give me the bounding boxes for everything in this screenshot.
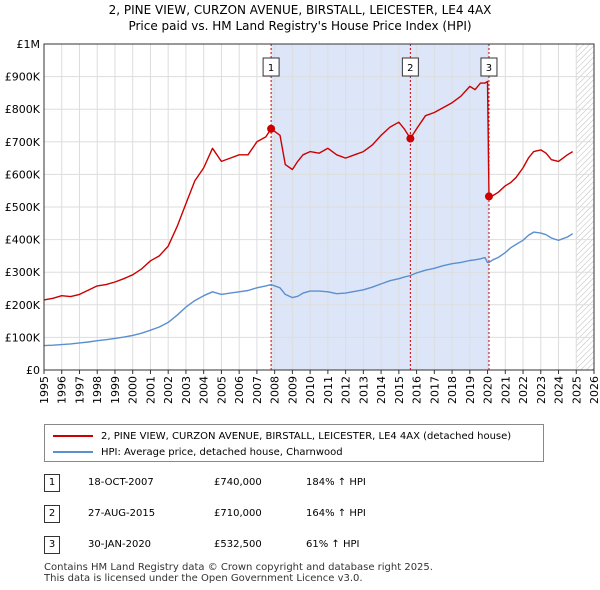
legend-label-hpi: HPI: Average price, detached house, Char… xyxy=(101,446,343,458)
x-tick-label: 2007 xyxy=(251,376,264,404)
y-tick-label: £600K xyxy=(5,168,41,181)
x-tick-label: 1997 xyxy=(73,376,86,404)
y-tick-label: £400K xyxy=(5,234,41,247)
legend-item-price-paid: 2, PINE VIEW, CURZON AVENUE, BIRSTALL, L… xyxy=(53,428,511,444)
transaction-row: 3 30-JAN-2020 £532,500 61% ↑ HPI xyxy=(44,536,564,556)
x-tick-label: 2021 xyxy=(499,376,512,404)
transaction-hpi: 184% ↑ HPI xyxy=(306,477,366,488)
x-tick-label: 1995 xyxy=(38,376,51,404)
y-tick-label: £900K xyxy=(5,71,41,84)
x-tick-label: 2003 xyxy=(180,376,193,404)
x-tick-label: 2022 xyxy=(517,376,530,404)
x-tick-label: 2012 xyxy=(340,376,353,404)
transaction-label-box xyxy=(262,57,280,77)
x-tick-label: 2019 xyxy=(464,376,477,404)
transaction-marker-box: 2 xyxy=(44,505,60,523)
transaction-marker-box: 1 xyxy=(44,474,60,492)
plot-area: £0 £100K £200K £300K £400K £500K £600K £700K £80… xyxy=(5,38,600,404)
transaction-hpi: 164% ↑ HPI xyxy=(306,508,366,519)
y-tick-label: £0 xyxy=(26,364,40,377)
x-tick-label: 2002 xyxy=(162,376,175,404)
x-tick-label: 2017 xyxy=(428,376,441,404)
transaction-hpi: 61% ↑ HPI xyxy=(306,539,360,550)
transaction-label: 1 xyxy=(268,63,274,74)
transaction-point xyxy=(406,134,415,143)
x-tick-label: 2018 xyxy=(446,376,459,404)
x-tick-label: 2014 xyxy=(375,376,388,404)
transaction-price: £532,500 xyxy=(214,539,262,550)
x-tick-label: 2008 xyxy=(269,376,282,404)
transaction-row: 2 27-AUG-2015 £710,000 164% ↑ HPI xyxy=(44,505,564,525)
transaction-label-box xyxy=(480,57,498,77)
chart-title: 2, PINE VIEW, CURZON AVENUE, BIRSTALL, L… xyxy=(109,3,492,17)
hpi-line xyxy=(43,231,574,347)
x-tick-label: 2015 xyxy=(393,376,406,404)
legend: 2, PINE VIEW, CURZON AVENUE, BIRSTALL, L… xyxy=(44,424,544,462)
transaction-date: 18-OCT-2007 xyxy=(88,477,154,488)
x-tick-label: 2011 xyxy=(322,376,335,404)
x-tick-label: 2009 xyxy=(286,376,299,404)
x-tick-label: 2006 xyxy=(233,376,246,404)
footer-licence: This data is licensed under the Open Gov… xyxy=(44,573,363,584)
transaction-point xyxy=(484,192,493,201)
y-tick-label: £500K xyxy=(5,201,41,214)
x-tick-label: 2026 xyxy=(588,376,600,404)
y-tick-label: £700K xyxy=(5,136,41,149)
x-tick-label: 2001 xyxy=(144,376,157,404)
transaction-price: £740,000 xyxy=(214,477,262,488)
transaction-point xyxy=(267,124,276,133)
x-tick-label: 2013 xyxy=(357,376,370,404)
plot-border xyxy=(43,43,595,371)
x-tick-label: 2025 xyxy=(570,376,583,404)
transaction-date: 30-JAN-2020 xyxy=(88,539,152,550)
legend-red-line xyxy=(53,435,93,437)
transaction-date: 27-AUG-2015 xyxy=(88,508,156,519)
y-tick-label: £200K xyxy=(5,299,41,312)
x-tick-label: 1996 xyxy=(56,376,69,404)
legend-blue-line xyxy=(53,451,93,453)
legend-label-price-paid: 2, PINE VIEW, CURZON AVENUE, BIRSTALL, L… xyxy=(101,430,512,442)
transaction-label: 3 xyxy=(486,63,492,74)
x-tick-label: 2010 xyxy=(304,376,317,404)
y-tick-label: £300K xyxy=(5,266,41,279)
transaction-label: 2 xyxy=(407,63,413,74)
y-tick-label: £1M xyxy=(17,38,41,51)
y-tick-label: £800K xyxy=(5,103,41,116)
transaction-price: £710,000 xyxy=(214,508,262,519)
x-tick-label: 1998 xyxy=(91,376,104,404)
x-tick-label: 2024 xyxy=(553,376,566,404)
price-paid-line xyxy=(43,80,574,301)
transaction-label-box xyxy=(401,57,419,77)
transaction-marker-box: 3 xyxy=(44,536,60,554)
x-tick-label: 2000 xyxy=(127,376,140,404)
x-tick-label: 2016 xyxy=(411,376,424,404)
y-tick-label: £100K xyxy=(5,331,41,344)
chart: 2, PINE VIEW, CURZON AVENUE, BIRSTALL, L… xyxy=(5,3,600,404)
x-tick-label: 2020 xyxy=(482,376,495,404)
x-tick-label: 1999 xyxy=(109,376,122,404)
footer-copyright: Contains HM Land Registry data © Crown c… xyxy=(44,562,433,573)
x-tick-label: 2004 xyxy=(198,376,211,404)
legend-item-hpi: HPI: Average price, detached house, Char… xyxy=(53,444,343,460)
chart-subtitle: Price paid vs. HM Land Registry's House … xyxy=(128,19,471,33)
x-tick-label: 2005 xyxy=(215,376,228,404)
x-tick-label: 2023 xyxy=(535,376,548,404)
transaction-row: 1 18-OCT-2007 £740,000 184% ↑ HPI xyxy=(44,474,564,494)
